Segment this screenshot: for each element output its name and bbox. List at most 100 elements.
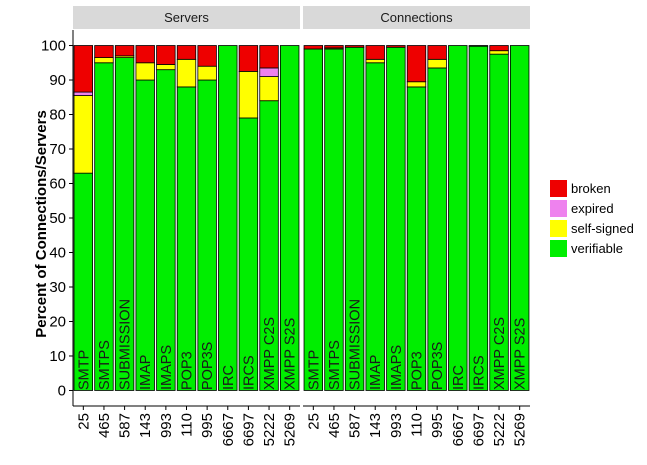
bar-protocol-label: SUBMISSION	[118, 299, 134, 390]
bar-segment-broken	[489, 45, 509, 52]
facet-strip-label: Connections	[380, 10, 453, 25]
bar-segment-self-signed	[135, 62, 155, 81]
bar-segment-self-signed	[238, 70, 259, 119]
legend-swatch-self-signed	[550, 220, 567, 237]
x-tick-label: 5269	[512, 413, 529, 446]
bar-protocol-label: POP3	[410, 351, 426, 390]
y-tick-label: 100	[41, 38, 66, 55]
x-tick-label: 6667	[220, 413, 237, 446]
bar-protocol-label: XMPP C2S	[492, 317, 508, 390]
y-tick-label: 50	[49, 210, 66, 227]
bar-segment-verifiable	[303, 48, 324, 391]
x-tick-label: 143	[137, 413, 154, 438]
bar-protocol-label: SMTPS	[97, 340, 113, 390]
x-tick-label: 6697	[470, 413, 487, 446]
x-tick-label: 143	[367, 413, 384, 438]
x-tick-label: 5269	[282, 413, 299, 446]
bar-segment-broken	[197, 45, 217, 67]
bar-protocol-label: IRCS	[471, 355, 487, 390]
bar-protocol-label: XMPP S2S	[513, 318, 529, 390]
x-tick-label: 587	[347, 413, 364, 438]
bar-protocol-label: POP3	[180, 351, 196, 390]
bar-segment-verifiable	[176, 86, 197, 391]
bar-segment-broken	[427, 45, 447, 60]
bar-protocol-label: IRC	[221, 365, 237, 390]
x-tick-label: 465	[96, 413, 113, 438]
bar-segment-self-signed	[197, 65, 217, 81]
legend-swatch-expired	[550, 200, 567, 217]
bar-protocol-label: SMTPS	[327, 340, 343, 390]
bar-segment-self-signed	[156, 64, 176, 71]
y-tick-label: 20	[49, 313, 66, 330]
bar-segment-self-signed	[176, 58, 197, 88]
bar-protocol-label: IRCS	[241, 355, 257, 390]
x-tick-label: 110	[179, 413, 196, 437]
x-tick-label: 587	[117, 413, 134, 438]
facet-strip	[303, 6, 530, 29]
x-tick-label: 465	[326, 413, 343, 438]
bar-segment-self-signed	[406, 81, 427, 88]
bar-segment-verifiable	[324, 48, 344, 391]
bar-segment-verifiable	[468, 45, 489, 391]
y-tick-label: 70	[49, 141, 66, 158]
bar-segment-broken	[344, 45, 365, 48]
bar-protocol-label: XMPP C2S	[262, 317, 278, 390]
y-tick-label: 90	[49, 72, 66, 89]
x-tick-label: 5222	[491, 413, 508, 446]
bar-segment-self-signed	[73, 95, 94, 174]
bar-segment-self-signed	[94, 57, 114, 64]
bar-protocol-label: IMAPS	[389, 345, 405, 390]
legend: broken expired self-signed verifiable	[550, 180, 634, 257]
x-tick-label: 6697	[240, 413, 257, 446]
bar-segment-verifiable	[386, 46, 406, 391]
bar-segment-verifiable	[509, 45, 530, 391]
x-tick-label: 995	[429, 413, 446, 438]
x-tick-label: 25	[305, 413, 322, 430]
x-tick-label: 25	[75, 413, 92, 430]
bar-protocol-label: POP3S	[430, 342, 446, 390]
x-tick-label: 110	[409, 413, 426, 437]
bar-segment-broken	[468, 45, 489, 47]
x-tick-label: 6667	[450, 413, 467, 446]
bar-protocol-label: XMPP S2S	[283, 318, 299, 390]
legend-swatch-verifiable	[550, 240, 567, 257]
bar-protocol-label: SMTP	[306, 350, 322, 390]
bar-segment-broken	[94, 45, 114, 58]
bar-segment-verifiable	[238, 117, 259, 391]
bar-segment-broken	[135, 45, 155, 64]
bar-protocol-label: SUBMISSION	[348, 299, 364, 390]
bar-segment-broken	[176, 45, 197, 60]
bar-segment-verifiable	[279, 45, 300, 391]
bar-segment-broken	[365, 45, 385, 60]
bar-protocol-label: POP3S	[200, 342, 216, 390]
bar-segment-self-signed	[489, 50, 509, 55]
bar-segment-broken	[386, 45, 406, 48]
facet-strip-label: Servers	[164, 10, 209, 25]
legend-swatch-broken	[550, 180, 567, 197]
bar-protocol-label: IRC	[451, 365, 467, 390]
bar-segment-verifiable	[365, 62, 385, 391]
y-tick-label: 80	[49, 107, 66, 124]
x-tick-label: 5222	[261, 413, 278, 446]
panel-connections: Connections SMTP 25 SMTPS 465 SUBMISSION 587 IM…	[303, 6, 530, 446]
y-tick-label: 30	[49, 279, 66, 296]
y-tick-label: 60	[49, 176, 66, 193]
bar-segment-verifiable	[448, 45, 468, 391]
bar-segment-self-signed	[259, 76, 279, 102]
y-axis-label: Percent of Connections/Servers	[33, 110, 50, 338]
bar-protocol-label: IMAP	[138, 355, 154, 390]
y-tick-label: 10	[49, 348, 66, 365]
bar-segment-expired	[73, 91, 94, 96]
bar-segment-expired	[259, 67, 279, 77]
bar-protocol-label: SMTP	[76, 350, 92, 390]
bar-segment-self-signed	[365, 58, 385, 64]
bar-protocol-label: IMAP	[368, 355, 384, 390]
bar-segment-broken	[114, 45, 135, 57]
y-tick-label: 40	[49, 244, 66, 261]
bar-segment-broken	[73, 45, 94, 93]
y-axis: Percent of Connections/Servers 0 10 20 30 40…	[33, 30, 74, 406]
facet-strip	[73, 6, 300, 29]
panel-servers: Servers SMTP 25 SMTPS 465 SUBMISSION 587 IMAP 14…	[73, 6, 300, 446]
bar-segment-broken	[406, 45, 427, 83]
